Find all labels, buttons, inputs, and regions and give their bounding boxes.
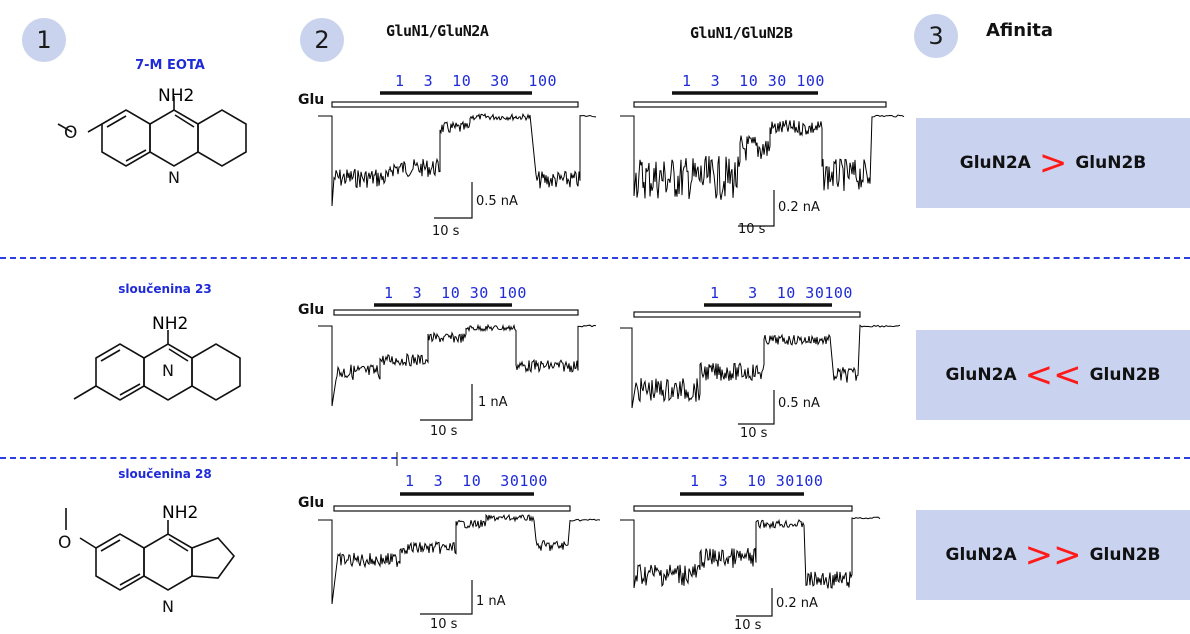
scale-bar-1b [738,190,775,227]
trace-1a [318,112,597,207]
scale-time-1a: 10 s [432,224,460,239]
glu-bar-3b [633,505,853,512]
nh2-label-3: NH2 [162,503,199,523]
scale-bar-2a [420,384,473,421]
concentration-labels-2a: 1 3 10 30 100 [384,284,527,302]
glu-label-3: Glu [298,495,325,511]
scale-current-3b: 0.2 nA [776,596,818,611]
row-divider-1 [0,257,1190,259]
concentration-labels-3a: 1 3 10 30100 [405,472,548,490]
scale-current-1b: 0.2 nA [778,200,820,215]
structure-28 [65,508,236,591]
trace-2b [620,324,901,409]
glu-label-1: Glu [298,92,325,108]
oxygen-atom-1: O [64,123,77,143]
affinity-left-2: GluN2A [945,365,1017,385]
trace-1b [620,114,905,200]
column-header-affinity: Afinita [986,20,1054,41]
scale-bar-1a [434,182,473,219]
trace-2a [318,323,597,407]
nitrogen-atom-2: N [162,361,174,380]
affinity-box-3: GluN2A >> GluN2B [916,510,1190,600]
glu-label-2: Glu [298,302,325,318]
structure-7meota [57,96,247,167]
row-divider-2 [0,457,1190,459]
trace-3b [620,516,881,589]
glu-bar-1b [633,101,887,108]
scale-time-3b: 10 s [734,618,762,633]
affinity-symbol-2: << [1024,355,1082,395]
scale-time-2b: 10 s [740,426,768,441]
scale-time-3a: 10 s [430,617,458,632]
affinity-right-3: GluN2B [1089,545,1161,565]
affinity-box-2: GluN2A << GluN2B [916,330,1190,420]
concentration-labels-1a: 1 3 10 30 100 [395,72,558,90]
scale-current-2a: 1 nA [478,395,508,410]
concentration-labels-3b: 1 3 10 30100 [690,472,824,490]
step-badge-1: 1 [22,18,66,62]
affinity-left-1: GluN2A [959,153,1031,173]
nh2-label-1: NH2 [158,86,195,106]
scale-bar-2b [738,390,775,425]
glu-bar-2b [633,311,861,318]
affinity-right-1: GluN2B [1075,153,1147,173]
scale-current-3a: 1 nA [476,594,506,609]
nh2-label-2: NH2 [152,314,189,334]
nitrogen-atom-3: N [162,597,174,616]
scale-bar-3a [420,580,473,615]
column-header-glun2b: GluN1/GluN2B [690,24,793,42]
compound-name-3: sloučenina 28 [118,467,212,481]
compound-name-1: 7-M EOTA [135,58,205,73]
column-header-glun2a: GluN1/GluN2A [386,22,489,40]
concentration-labels-1b: 1 3 10 30 100 [682,72,825,90]
scale-time-1b: 10 s [738,222,766,237]
concentration-labels-2b: 1 3 10 30100 [710,284,853,302]
affinity-symbol-1: > [1038,143,1068,183]
chemical-structures: O N N O N [57,96,247,616]
glu-bar-1a [331,101,579,108]
glu-bar-2a [333,309,579,316]
step-badge-2: 2 [300,18,344,62]
compound-name-2: sloučenina 23 [118,282,212,296]
oxygen-atom-3: O [58,533,71,553]
step-badge-3: 3 [914,14,958,58]
scale-time-2a: 10 s [430,424,458,439]
affinity-right-2: GluN2B [1089,365,1161,385]
affinity-left-3: GluN2A [945,545,1017,565]
scale-bar-3b [736,588,773,617]
scale-current-2b: 0.5 nA [778,396,820,411]
glu-bar-3a [333,505,571,512]
affinity-symbol-3: >> [1024,535,1082,575]
structure-23 [73,330,241,401]
trace-3a [318,513,601,605]
nitrogen-atom-1: N [168,168,180,187]
affinity-box-1: GluN2A > GluN2B [916,118,1190,208]
scale-current-1a: 0.5 nA [476,194,518,209]
